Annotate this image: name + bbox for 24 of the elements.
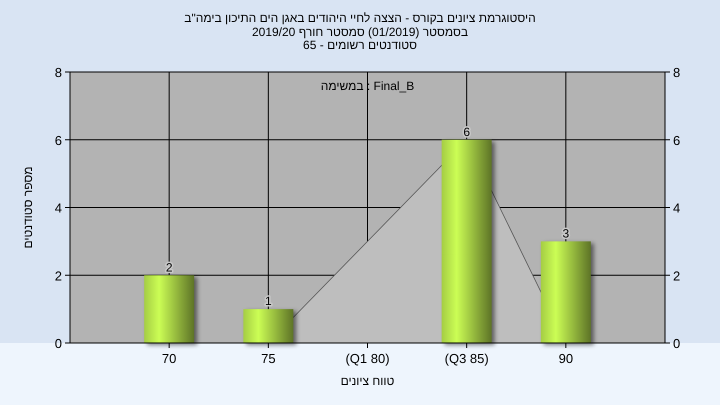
y2-tick-label: 2 bbox=[673, 268, 680, 284]
y-tick-label: 4 bbox=[54, 200, 62, 216]
y-tick-label: 0 bbox=[54, 336, 62, 351]
x-tick-label: 70 bbox=[162, 351, 176, 366]
chart-subtitle: בסמסטר (01/2019) סמסטר חורף 2019/20 סטודנטים רשומים - 65 bbox=[252, 25, 468, 52]
y-tick-label: 2 bbox=[54, 268, 62, 284]
y2-tick-label: 6 bbox=[673, 132, 680, 148]
chart-title: היסטוגרמת ציונים בקורס - הצצה לחיי היהודים באגן הים התיכון בימה"ב bbox=[184, 11, 536, 25]
x-tick-label: 90 bbox=[558, 351, 574, 366]
bar bbox=[243, 309, 294, 343]
y2-tick-label: 8 bbox=[673, 65, 680, 80]
bar bbox=[540, 241, 591, 343]
y2-tick-label: 4 bbox=[673, 200, 680, 216]
x-tick-label: (Q3 85) bbox=[444, 351, 489, 366]
x-tick-label: 75 bbox=[261, 351, 276, 366]
annotation: במשימה : Final_B bbox=[320, 79, 414, 93]
bar bbox=[144, 275, 194, 343]
y-axis-title: מספר סטודנטים bbox=[21, 166, 35, 249]
x-tick-label: (Q1 80) bbox=[345, 351, 390, 366]
y-tick-label: 6 bbox=[54, 132, 62, 148]
bar bbox=[442, 140, 492, 343]
x-axis-title: טווח ציונים bbox=[340, 374, 395, 388]
y-tick-label: 8 bbox=[54, 65, 62, 80]
y2-tick-label: 0 bbox=[673, 336, 680, 351]
